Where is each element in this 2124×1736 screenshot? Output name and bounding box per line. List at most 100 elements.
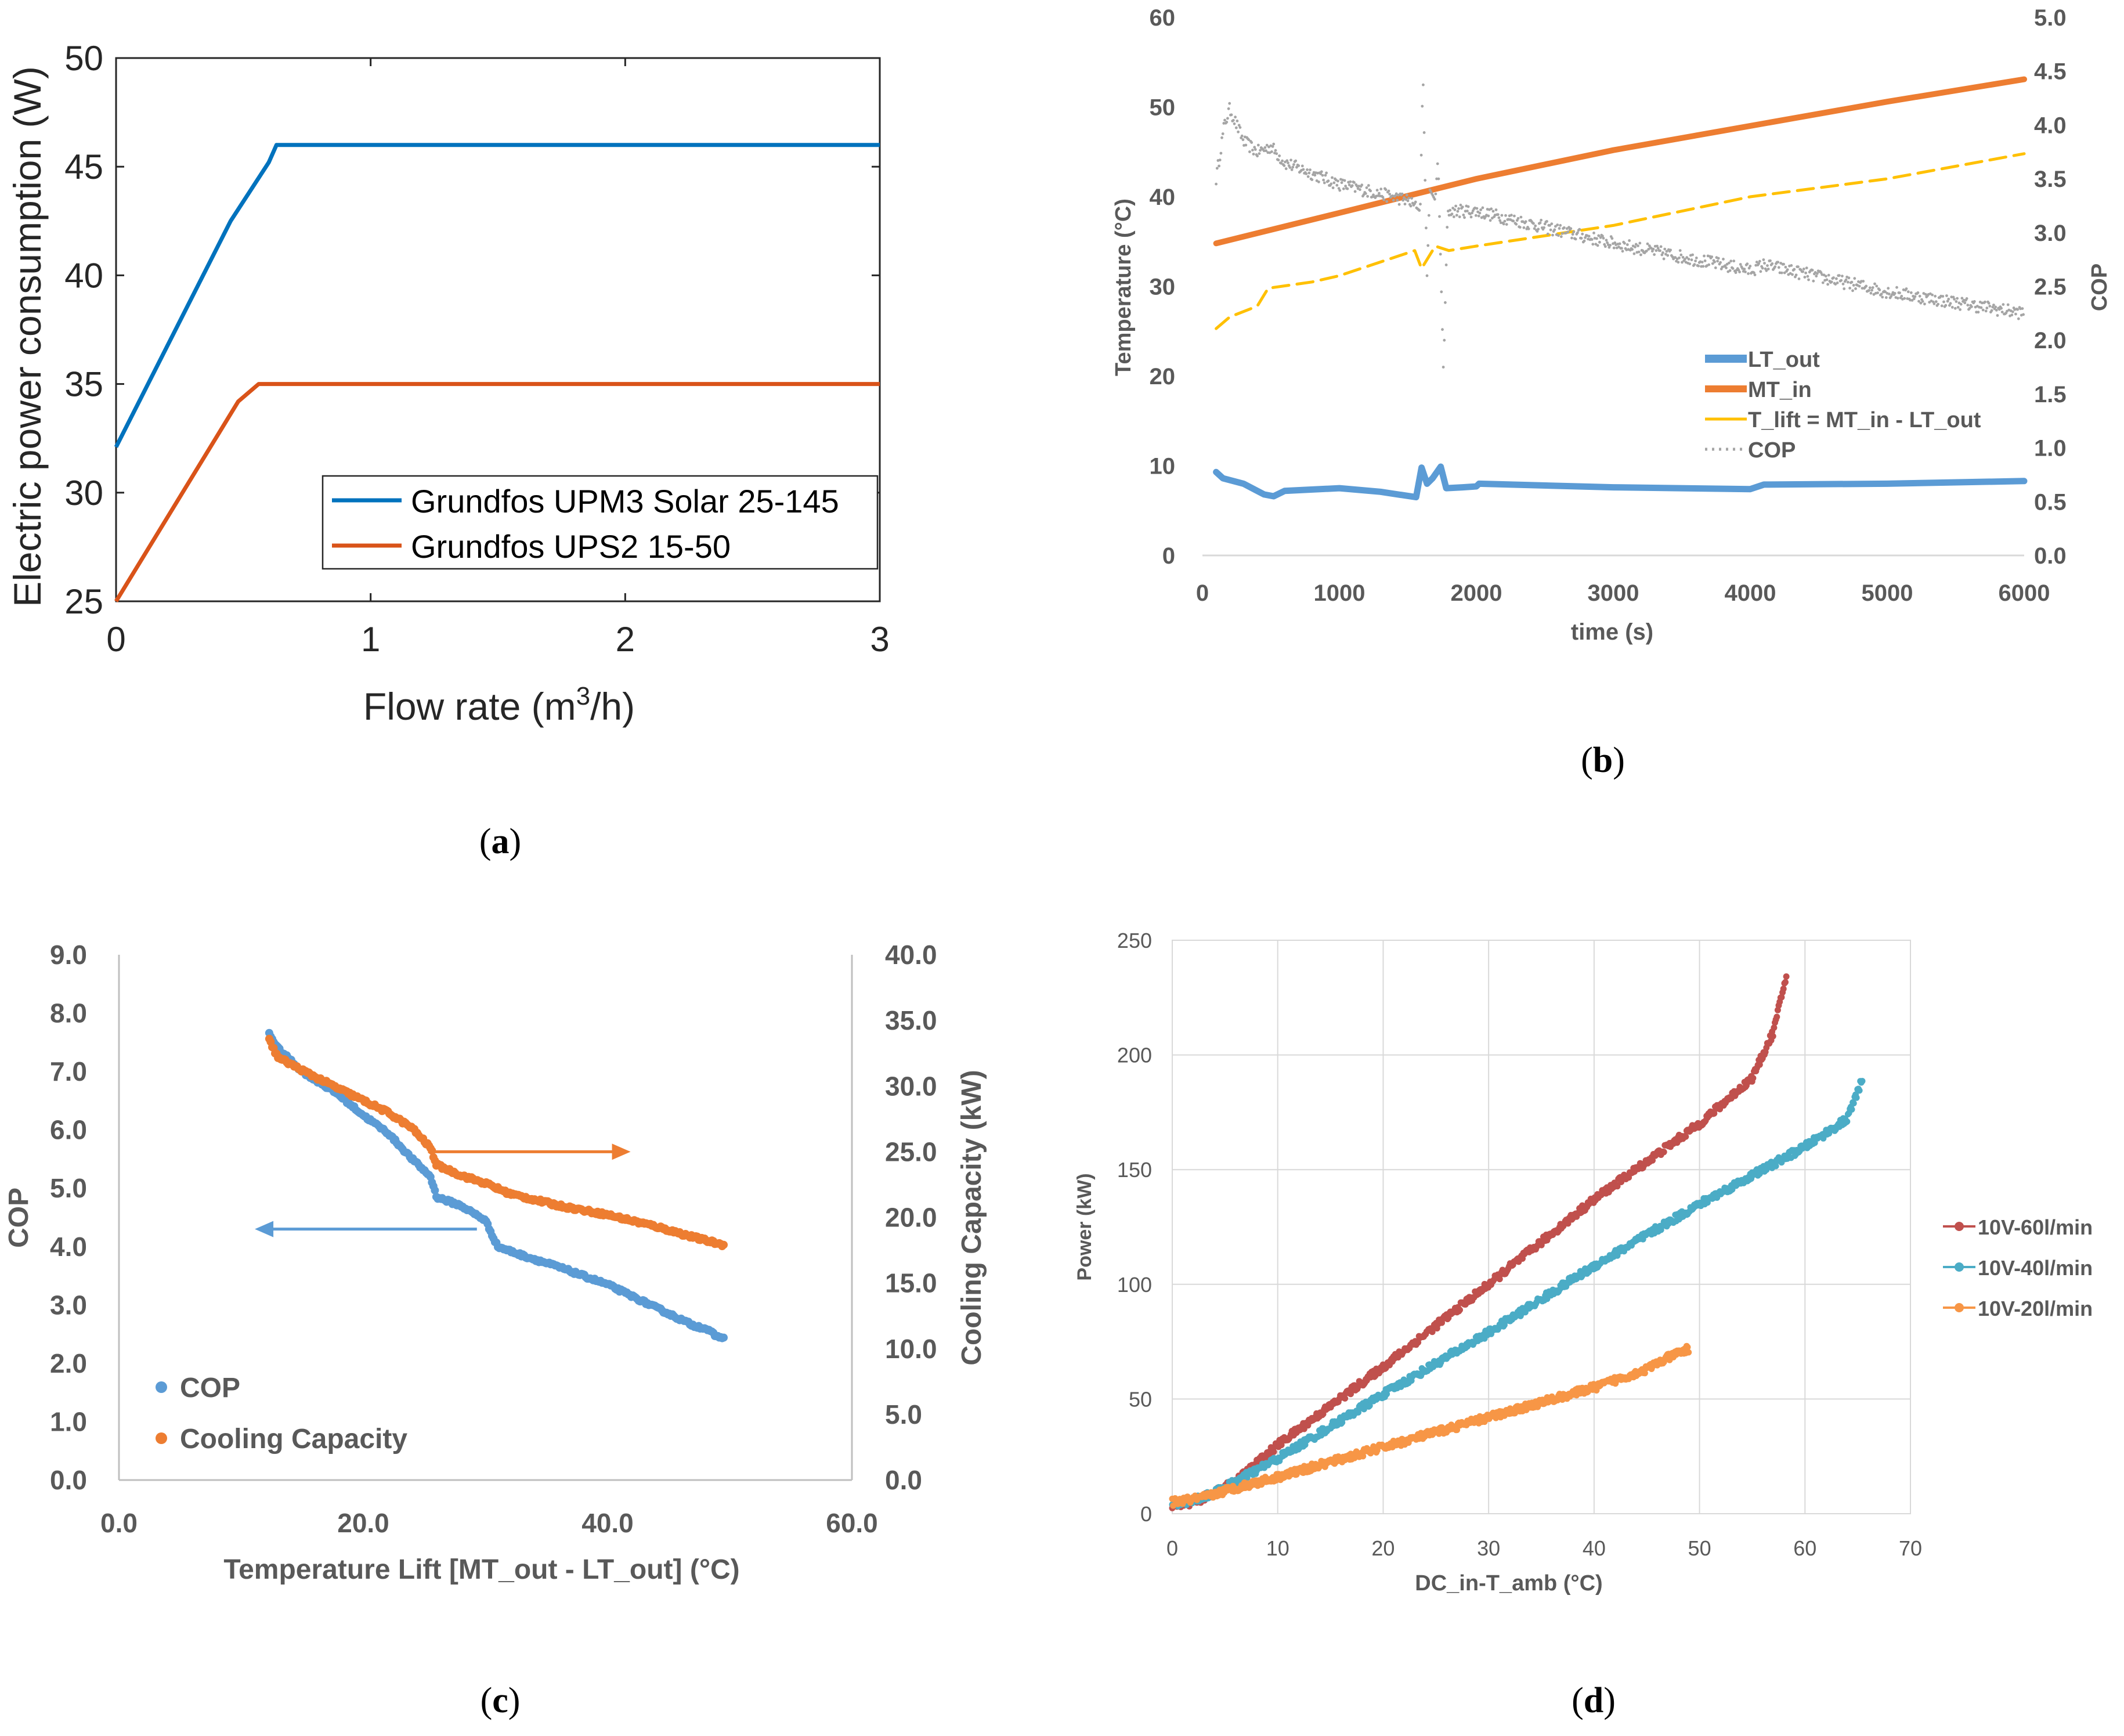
panel-b-cop-point xyxy=(1950,306,1954,309)
panel-b-cop-point xyxy=(1747,272,1750,275)
panel-b-cop-point xyxy=(1281,159,1284,163)
panel-b-cop-point xyxy=(1419,203,1422,206)
panel-b-cop-point xyxy=(1388,193,1392,196)
panel-b-cop-point xyxy=(1903,297,1906,300)
panel-b-cop-point xyxy=(1918,294,1921,298)
panel-b-cop-point xyxy=(1331,186,1335,189)
panel-b-cop-point xyxy=(1625,243,1629,246)
panel-b-cop-point xyxy=(1645,250,1648,252)
panel-b-cop-point xyxy=(1474,214,1478,217)
panel-a-series xyxy=(114,143,880,602)
panel-b-cop-point xyxy=(1228,102,1231,105)
panel-b-cop-point xyxy=(1887,287,1890,290)
panel-b-cop-point xyxy=(1843,287,1846,290)
panel-d-data-point xyxy=(1850,1100,1857,1107)
panel-b-cop-point xyxy=(1454,204,1458,208)
panel-b-cop-point xyxy=(1306,168,1309,171)
panel-b-cop-point xyxy=(1592,232,1595,234)
panel-b-left-tick-label: 50 xyxy=(1150,95,1176,121)
panel-b-cop-point xyxy=(1302,168,1305,171)
panel-b-x-tick-label: 1000 xyxy=(1314,580,1366,606)
panel-b-cop-point xyxy=(1847,276,1851,280)
panel-b-cop-point xyxy=(1457,207,1461,210)
panel-b-cop-point xyxy=(1240,134,1244,138)
panel-c-x-tick-labels: 0.0 20.0 40.0 60.0 xyxy=(100,1508,878,1538)
panel-b-cop-point xyxy=(1410,197,1414,200)
panel-b-cop-point xyxy=(1739,263,1742,266)
panel-b-cop-point xyxy=(1292,163,1295,166)
panel-c-right-tick-label: 5.0 xyxy=(885,1399,922,1430)
panel-b-cop-point xyxy=(1985,306,1989,310)
panel-b-cop-point xyxy=(1681,261,1684,264)
panel-b-cop-point xyxy=(1231,118,1235,122)
panel-d-data-point xyxy=(1360,1406,1367,1413)
panel-b-cop-point xyxy=(1272,142,1276,146)
panel-b-x-axis-label: time (s) xyxy=(1571,619,1653,645)
panel-b-right-tick-label: 0.5 xyxy=(2034,489,2067,515)
panel-b-cop-point xyxy=(1400,192,1404,196)
panel-b-cop-point xyxy=(1533,227,1536,230)
panel-b-x-tick-label: 2000 xyxy=(1451,580,1502,606)
panel-b-right-tick-label: 4.5 xyxy=(2034,59,2067,85)
panel-b-cop-point xyxy=(1662,257,1666,261)
panel-b-cop-point xyxy=(1444,301,1447,304)
panel-b-series-t-lift xyxy=(1215,152,2026,330)
panel-b-cop-point xyxy=(1634,243,1638,246)
panel-b-cop-point xyxy=(1306,175,1310,178)
panel-b-left-tick-label: 60 xyxy=(1150,5,1176,31)
panel-b-series-mt-in xyxy=(1213,76,2027,247)
panel-c-cop-point xyxy=(431,1186,439,1194)
panel-d-data-point xyxy=(1756,1061,1763,1068)
panel-b-cop-point xyxy=(1332,181,1336,185)
panel-b-cop-point xyxy=(1519,215,1523,219)
panel-b-cop-point xyxy=(1821,281,1825,284)
panel-b-x-tick-label: 6000 xyxy=(1999,580,2050,606)
panel-b-cop-point xyxy=(1233,122,1236,125)
panel-b-cop-point xyxy=(1876,291,1879,294)
panel-b-cop-point xyxy=(1360,183,1364,187)
panel-d-series-20lmin xyxy=(1169,1342,1692,1509)
panel-b-cop-point xyxy=(1278,154,1281,157)
panel-b-cop-point xyxy=(1538,221,1542,225)
panel-b-cop-point xyxy=(1898,291,1901,294)
panel-b-cop-point xyxy=(1545,220,1548,223)
panel-b-cop-point xyxy=(1869,291,1873,295)
panel-b-cop-point xyxy=(1323,181,1326,185)
panel-b-cop-point xyxy=(1427,214,1431,217)
panel-b-cop-point xyxy=(1887,293,1891,295)
panel-b-cop-point xyxy=(1953,306,1957,310)
panel-b-cop-point xyxy=(1218,164,1221,168)
panel-b-cop-point xyxy=(1665,250,1668,253)
panel-b-cop-point xyxy=(1711,262,1714,265)
panel-b-cop-point xyxy=(1780,271,1783,275)
panel-b-cop-point xyxy=(1623,241,1626,245)
panel-b-cop-point xyxy=(1237,124,1241,127)
panel-b-cop-point xyxy=(1515,222,1518,226)
panel-b-cop-point xyxy=(1270,150,1273,153)
panel-b-cop-point xyxy=(1325,171,1328,175)
panel-b-right-tick-labels: 0.0 0.5 1.0 1.5 2.0 2.5 3.0 3.5 4.0 4.5 5.0 xyxy=(2034,5,2067,569)
panel-b-cop-point xyxy=(1841,282,1845,286)
panel-b-cop-point xyxy=(1418,209,1421,212)
panel-a-y-tick-label: 45 xyxy=(64,147,103,186)
panel-b-cop-point xyxy=(1655,249,1658,252)
panel-b-cop-point xyxy=(1466,205,1470,208)
panel-b-cop-point xyxy=(1868,286,1872,290)
panel-c-series xyxy=(265,1028,728,1342)
panel-d-data-point xyxy=(1769,1033,1776,1040)
panel-b-cop-point xyxy=(1832,276,1835,279)
panel-b-cop-point xyxy=(1263,146,1267,149)
panel-c-left-tick-label: 7.0 xyxy=(50,1056,87,1087)
panel-b-cop-point xyxy=(1471,211,1474,215)
panel-d-y-tick-label: 0 xyxy=(1140,1502,1152,1526)
panel-b-x-tick-labels: 0 1000 2000 3000 4000 5000 6000 xyxy=(1196,580,2050,606)
panel-b-cop-point xyxy=(1952,295,1955,299)
panel-b-cop-point xyxy=(1584,236,1587,239)
panel-b-cop-point xyxy=(1703,254,1706,258)
panel-d-y-axis-label: Power (kW) xyxy=(1074,1173,1096,1280)
panel-d-data-point xyxy=(1782,979,1789,986)
panel-b-cop-point xyxy=(1317,181,1320,183)
panel-b-cop-point xyxy=(1612,246,1616,250)
panel-b-cop-point xyxy=(1947,297,1950,301)
